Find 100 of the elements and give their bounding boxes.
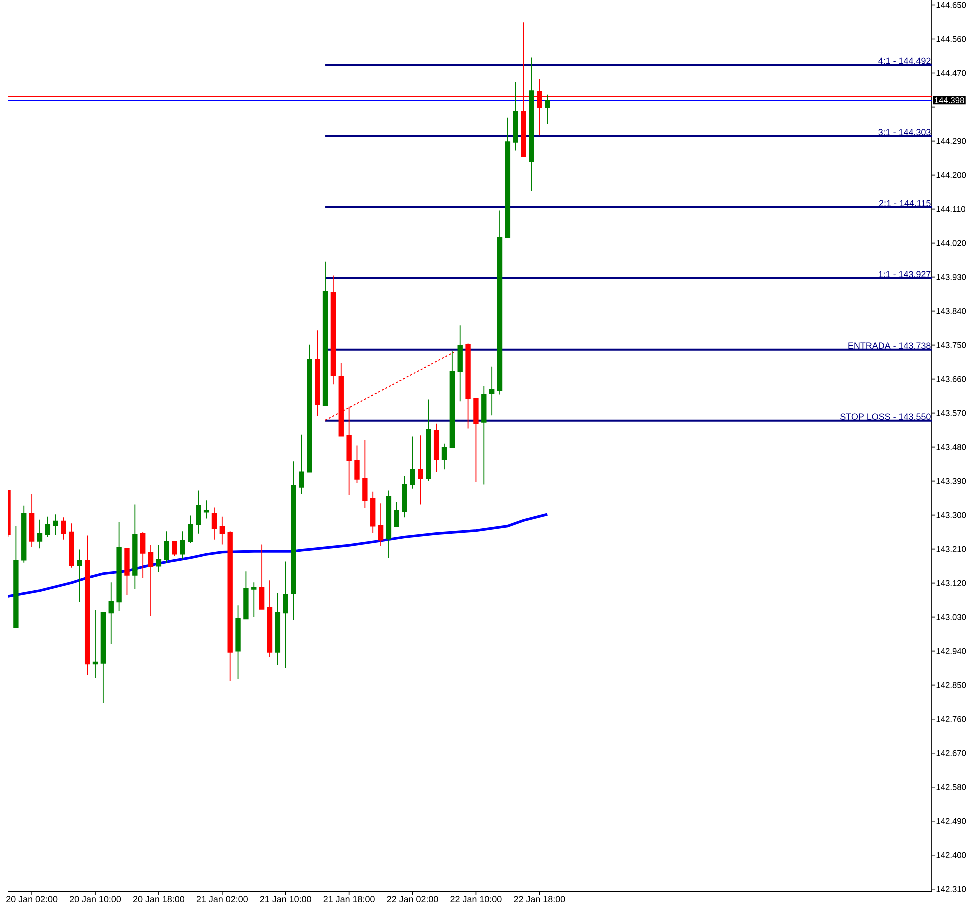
y-tick-label: 143.300: [936, 512, 966, 518]
candlestick: [14, 526, 19, 628]
y-tick-label: 142.490: [936, 818, 966, 824]
candlestick: [22, 505, 27, 564]
y-tick-label: 142.850: [936, 682, 966, 688]
series-label: 2:1 - 144.115: [879, 200, 931, 207]
x-tick-label: 20 Jan 18:00: [133, 896, 185, 903]
candlestick: [505, 117, 511, 238]
candlestick: [100, 612, 106, 704]
y-tick-label: 144.650: [936, 2, 966, 8]
candlestick: [29, 494, 35, 548]
x-tick-label: 20 Jan 10:00: [70, 896, 122, 903]
x-tick-label: 21 Jan 10:00: [260, 896, 312, 903]
candlestick: [322, 261, 328, 407]
x-tick-label: 22 Jan 02:00: [387, 896, 438, 903]
series-label: STOP LOSS - 143.550: [840, 414, 931, 420]
candlestick: [124, 548, 130, 596]
candlestick: [458, 325, 463, 402]
candlestick: [291, 461, 296, 621]
candlestick: [108, 582, 114, 645]
candlestick: [545, 94, 550, 125]
series-label: 1:1 - 143.927: [879, 271, 931, 278]
y-tick-label: 144.290: [936, 138, 966, 144]
y-tick-label: 143.930: [936, 274, 966, 280]
candlestick: [204, 500, 210, 520]
candlestick: [77, 549, 82, 603]
x-tick-label: 22 Jan 10:00: [450, 896, 502, 903]
x-tick-label: 21 Jan 18:00: [324, 896, 375, 903]
candlestick: [434, 423, 440, 473]
y-tick-label: 142.310: [936, 886, 966, 892]
y-tick-label: 142.580: [936, 784, 966, 790]
x-tick-label: 22 Jan 18:00: [514, 896, 566, 903]
series-label: 3:1 - 144.303: [878, 129, 931, 136]
candlestick: [116, 522, 122, 612]
y-tick-label: 142.760: [936, 716, 966, 722]
candlestick: [156, 545, 162, 573]
x-tick-label: 21 Jan 02:00: [196, 896, 248, 903]
y-tick-label: 143.660: [936, 376, 966, 382]
candlestick: [244, 571, 249, 620]
candlestick: [386, 490, 392, 558]
candlestick: [426, 399, 432, 482]
candlestick: [513, 82, 518, 152]
candlestick: [84, 535, 90, 676]
y-tick-label: 143.390: [936, 478, 966, 484]
x-tick-label: 20 Jan 02:00: [6, 896, 58, 903]
y-tick-label: 143.750: [936, 342, 966, 348]
candlestick: [61, 517, 66, 540]
candlestick: [307, 344, 312, 473]
candlestick: [466, 343, 471, 430]
series-label: 4:1 - 144.492: [878, 58, 931, 64]
candlestick: [228, 531, 233, 682]
candlestick: [394, 502, 400, 528]
candlestick: [275, 593, 281, 666]
candlestick: [69, 523, 74, 568]
candlestick: [180, 531, 186, 560]
y-tick-label: 144.560: [936, 36, 966, 42]
candlestick: [92, 610, 98, 679]
candlestick: [140, 532, 146, 579]
y-tick-label: 144.020: [936, 240, 966, 246]
y-tick-label: 142.940: [936, 648, 966, 654]
candlestick: [132, 504, 138, 590]
candlestick: [474, 398, 479, 483]
candlestick: [299, 434, 304, 495]
y-tick-label: 143.840: [936, 308, 966, 314]
candlestick: [196, 490, 202, 534]
candlestick: [497, 210, 503, 396]
y-tick-label: 144.200: [936, 172, 966, 178]
y-tick-label: 143.120: [936, 580, 966, 586]
y-tick-label: 143.030: [936, 614, 966, 620]
candlestick: [283, 561, 288, 669]
candlestick: [53, 514, 58, 536]
series-label: ENTRADA - 143.738: [848, 342, 931, 350]
candlestick: [418, 435, 424, 506]
candlestick: [402, 476, 408, 518]
candlestick: [37, 519, 43, 550]
y-tick-label: 142.670: [936, 750, 966, 756]
ref-line-label: 144.398: [935, 98, 964, 104]
candlestick: [267, 580, 273, 658]
y-tick-label: 144.470: [936, 70, 966, 76]
candlestick: [188, 515, 194, 544]
y-tick-label: 144.110: [936, 206, 966, 212]
y-tick-label: 143.570: [936, 410, 966, 416]
candlestick: [354, 445, 360, 484]
candlestick: [212, 507, 218, 540]
y-tick-label: 143.480: [936, 444, 966, 450]
candlestick: [529, 57, 534, 192]
candlestick: [410, 436, 416, 490]
candlestick: [236, 605, 241, 680]
candlestick: [442, 443, 448, 470]
candlestick: [370, 491, 376, 534]
candlestick: [220, 516, 226, 546]
candlestick: [482, 386, 487, 486]
candlestick: [362, 440, 368, 509]
candlestick: [148, 545, 154, 617]
y-tick-label: 143.210: [936, 546, 966, 552]
candlestick: [259, 544, 265, 610]
candlestick: [164, 531, 170, 564]
candlestick: [172, 541, 178, 557]
y-tick-label: 142.400: [936, 852, 966, 858]
candlestick: [252, 582, 257, 618]
